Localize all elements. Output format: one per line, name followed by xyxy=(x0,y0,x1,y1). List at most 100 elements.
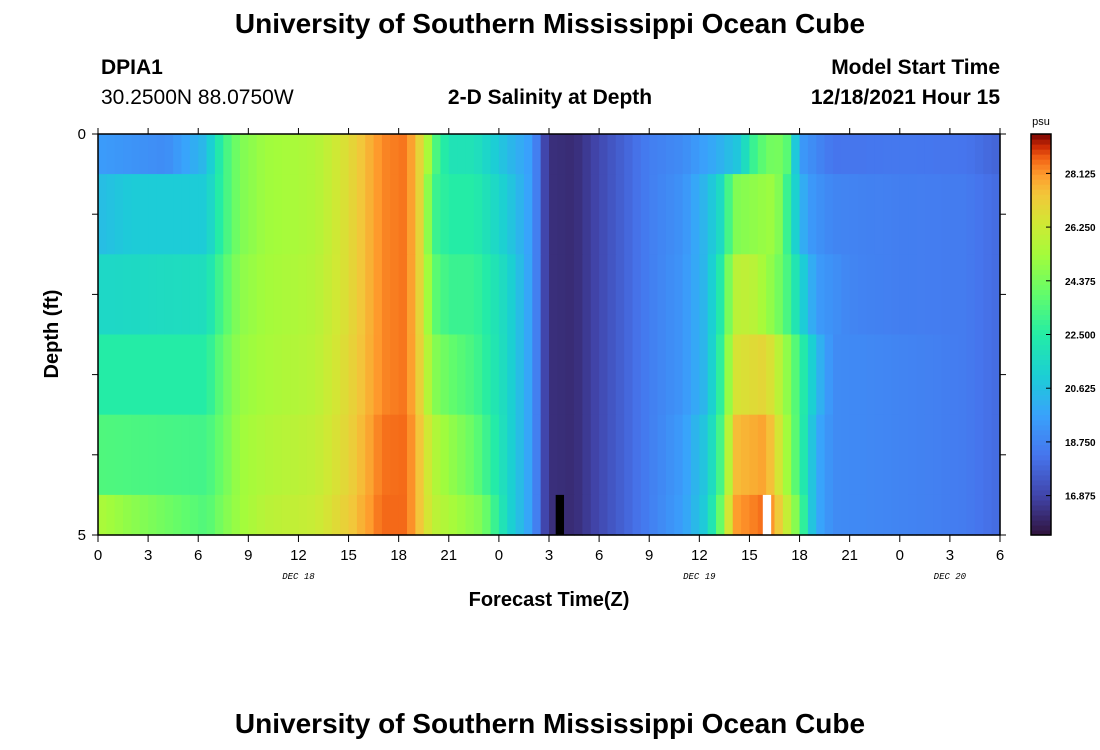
heatmap-cell xyxy=(766,334,776,416)
colorbar-segment xyxy=(1031,474,1051,481)
heatmap-cell xyxy=(239,494,249,536)
heatmap-cell xyxy=(949,334,959,416)
heatmap-cell xyxy=(532,414,542,496)
heatmap-cell xyxy=(707,134,717,175)
heatmap-cell xyxy=(899,334,909,416)
heatmap-cell xyxy=(98,494,107,536)
heatmap-cell xyxy=(958,334,968,416)
heatmap-cell xyxy=(173,134,183,175)
heatmap-cell xyxy=(114,254,124,336)
heatmap-cell xyxy=(490,254,500,336)
heatmap-cell xyxy=(624,254,634,336)
heatmap-cell xyxy=(807,414,817,496)
heatmap-cell xyxy=(189,494,199,536)
colorbar-segment xyxy=(1031,514,1051,521)
heatmap-cell xyxy=(615,414,625,496)
heatmap-cell xyxy=(599,174,609,255)
heatmap-cell xyxy=(298,134,308,175)
heatmap-cell xyxy=(231,134,241,175)
heatmap-cell xyxy=(741,254,751,336)
heatmap-cell xyxy=(248,414,258,496)
heatmap-cell xyxy=(532,254,542,336)
heatmap-cell xyxy=(473,414,483,496)
heatmap-cell xyxy=(164,494,174,536)
heatmap-cell xyxy=(465,494,475,536)
heatmap-cell xyxy=(958,254,968,336)
heatmap-cell xyxy=(716,334,725,416)
heatmap-cell xyxy=(123,494,133,536)
x-tick-label: 3 xyxy=(144,547,152,564)
heatmap-cell xyxy=(398,254,408,336)
heatmap-cell xyxy=(757,134,767,175)
heatmap-cell xyxy=(106,254,116,336)
heatmap-cell xyxy=(816,494,826,536)
colorbar-segment xyxy=(1031,339,1051,346)
heatmap-cell xyxy=(231,494,241,536)
colorbar-segment xyxy=(1031,484,1051,491)
heatmap-cell xyxy=(323,494,333,536)
colorbar-segment xyxy=(1031,334,1051,341)
colorbar-segment xyxy=(1031,229,1051,235)
heatmap-cell xyxy=(139,174,149,255)
heatmap-cell xyxy=(407,254,416,336)
colorbar-tick-label: 24.375 xyxy=(1065,277,1096,288)
heatmap-cell xyxy=(941,134,951,175)
heatmap-cell xyxy=(214,254,224,336)
heatmap-cell xyxy=(774,494,784,536)
heatmap-cell xyxy=(131,494,141,536)
heatmap-cell xyxy=(749,334,759,416)
heatmap-cell xyxy=(306,334,316,416)
station-id: DPIA1 xyxy=(101,56,163,79)
heatmap-cell xyxy=(515,414,525,496)
heatmap-cell xyxy=(415,174,425,255)
heatmap-cell xyxy=(682,414,692,496)
heatmap-cell xyxy=(966,414,976,496)
heatmap-cell xyxy=(716,134,725,175)
heatmap-cell xyxy=(265,174,274,255)
heatmap-cell xyxy=(106,134,116,175)
heatmap-cell xyxy=(615,334,625,416)
colorbar-segment xyxy=(1031,494,1051,501)
heatmap-cell xyxy=(782,334,792,416)
heatmap-cell xyxy=(615,134,625,175)
heatmap-cell xyxy=(749,254,759,336)
x-tick-label: 9 xyxy=(645,547,653,564)
heatmap-cell xyxy=(273,414,283,496)
heatmap-cell xyxy=(440,134,450,175)
heatmap-cell xyxy=(198,494,208,536)
heatmap-cell xyxy=(682,174,692,255)
heatmap-cell xyxy=(916,134,926,175)
heatmap-cell xyxy=(540,254,550,336)
heatmap-cell xyxy=(665,134,675,175)
heatmap-cell xyxy=(490,414,500,496)
x-tick-label: 6 xyxy=(595,547,603,564)
heatmap-cell xyxy=(148,174,158,255)
heatmap-cell xyxy=(131,134,141,175)
heatmap-cell xyxy=(916,254,926,336)
heatmap-cell xyxy=(448,134,458,175)
heatmap-cell xyxy=(632,174,642,255)
heatmap-cell xyxy=(599,334,609,416)
colorbar-segment xyxy=(1031,289,1051,295)
heatmap-cell xyxy=(148,254,158,336)
colorbar-segment xyxy=(1031,279,1051,285)
heatmap-cell xyxy=(181,494,191,536)
heatmap-cell xyxy=(649,334,659,416)
heatmap-cell xyxy=(858,254,867,336)
heatmap-cell xyxy=(916,334,926,416)
heatmap-cell xyxy=(665,254,675,336)
heatmap-cell xyxy=(331,414,341,496)
colorbar-segment xyxy=(1031,329,1051,336)
heatmap-cell xyxy=(398,134,408,175)
heatmap-cell xyxy=(156,334,166,416)
colorbar-segment xyxy=(1031,374,1051,381)
heatmap-cell xyxy=(557,254,567,336)
heatmap-cell xyxy=(423,174,433,255)
heatmap-cell xyxy=(214,334,224,416)
heatmap-cell xyxy=(482,414,492,496)
heatmap-cell xyxy=(407,334,416,416)
heatmap-cell xyxy=(824,414,834,496)
x-tick-label: 3 xyxy=(545,547,553,564)
heatmap-cell xyxy=(791,134,801,175)
heatmap-cell xyxy=(139,334,149,416)
